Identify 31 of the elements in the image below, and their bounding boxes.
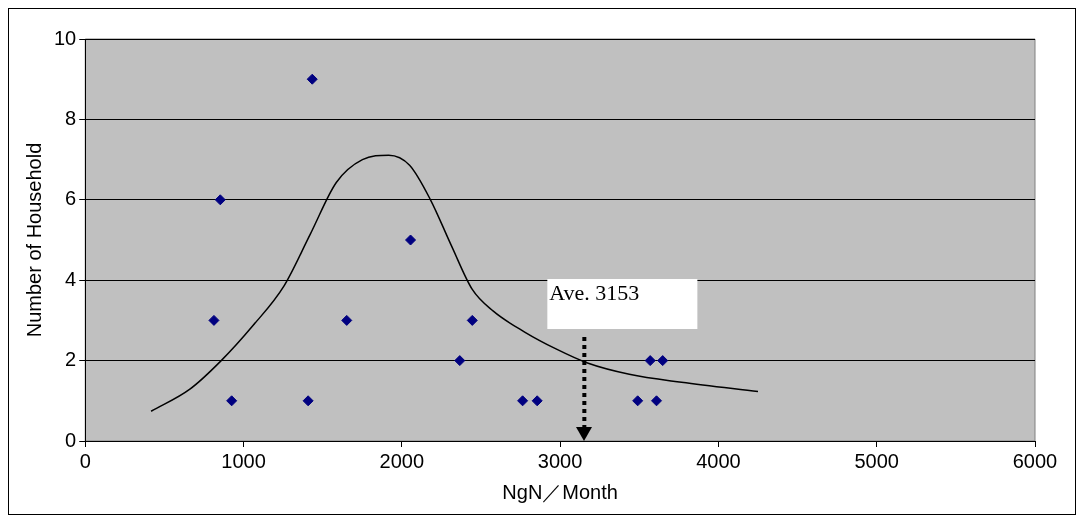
point (306, 73, 318, 85)
point (208, 314, 220, 326)
point (214, 194, 226, 206)
point (454, 355, 466, 367)
y-tick-label: 2 (65, 348, 77, 371)
point (517, 395, 529, 407)
point (405, 234, 417, 246)
point (657, 355, 669, 367)
point (302, 395, 314, 407)
y-tick-label: 6 (65, 187, 77, 210)
point (644, 355, 656, 367)
point (341, 314, 353, 326)
x-axis-title: NgN／Month (502, 480, 618, 503)
y-tick-label: 0 (65, 428, 77, 451)
x-tick-label: 2000 (379, 449, 425, 472)
y-axis-title: Number of Household (22, 142, 45, 338)
x-tick-label: 1000 (221, 449, 266, 472)
point (632, 395, 644, 407)
y-tick-label: 8 (65, 106, 77, 129)
ref-line-label: Ave. 3153 (549, 279, 640, 305)
x-tick-label: 0 (79, 449, 91, 472)
x-tick-label: 4000 (696, 449, 741, 472)
x-tick-label: 3000 (537, 449, 583, 472)
point (466, 314, 478, 326)
point (531, 395, 543, 407)
x-tick-label: 6000 (1012, 449, 1058, 472)
point (651, 395, 663, 407)
x-tick-label: 5000 (854, 449, 899, 472)
y-tick-label: 10 (54, 26, 77, 49)
y-tick-label: 4 (65, 267, 77, 290)
point (226, 395, 238, 407)
